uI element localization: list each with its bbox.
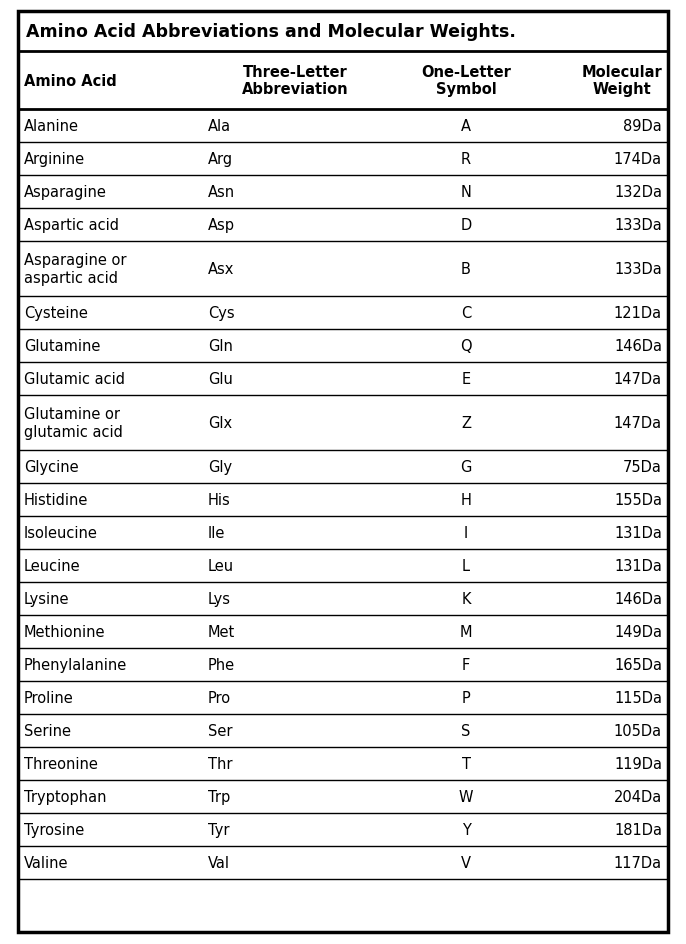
Text: Proline: Proline: [24, 690, 74, 705]
Text: S: S: [461, 723, 471, 738]
Text: 133Da: 133Da: [614, 261, 662, 277]
Text: Ser: Ser: [208, 723, 233, 738]
Text: Leu: Leu: [208, 559, 234, 573]
Text: 147Da: 147Da: [614, 415, 662, 430]
Text: 155Da: 155Da: [614, 493, 662, 508]
Text: Aspartic acid: Aspartic acid: [24, 218, 119, 233]
Text: Y: Y: [462, 822, 471, 837]
Text: 119Da: 119Da: [614, 756, 662, 771]
Text: 146Da: 146Da: [614, 591, 662, 606]
Text: Asparagine or
aspartic acid: Asparagine or aspartic acid: [24, 253, 126, 285]
Text: Glutamine or
glutamic acid: Glutamine or glutamic acid: [24, 407, 123, 439]
Text: F: F: [462, 657, 470, 672]
Text: D: D: [460, 218, 472, 233]
Text: E: E: [462, 372, 471, 387]
Text: 133Da: 133Da: [614, 218, 662, 233]
Text: 147Da: 147Da: [614, 372, 662, 387]
Text: I: I: [464, 526, 468, 540]
Text: Molecular
Weight: Molecular Weight: [581, 65, 662, 97]
Text: Serine: Serine: [24, 723, 71, 738]
Text: L: L: [462, 559, 470, 573]
Text: Tyr: Tyr: [208, 822, 230, 837]
Text: Amino Acid Abbreviations and Molecular Weights.: Amino Acid Abbreviations and Molecular W…: [26, 23, 516, 41]
Text: 75Da: 75Da: [623, 460, 662, 475]
Text: 204Da: 204Da: [614, 789, 662, 804]
Text: Three-Letter
Abbreviation: Three-Letter Abbreviation: [241, 65, 348, 97]
Text: Ala: Ala: [208, 119, 231, 134]
Text: Threonine: Threonine: [24, 756, 98, 771]
Text: Glu: Glu: [208, 372, 233, 387]
Text: Arg: Arg: [208, 152, 233, 167]
Text: Valine: Valine: [24, 855, 69, 870]
Text: A: A: [461, 119, 471, 134]
Text: Tryptophan: Tryptophan: [24, 789, 106, 804]
Text: 121Da: 121Da: [614, 306, 662, 321]
Text: W: W: [459, 789, 473, 804]
Text: 117Da: 117Da: [614, 855, 662, 870]
Text: Val: Val: [208, 855, 230, 870]
Text: B: B: [461, 261, 471, 277]
Text: Arginine: Arginine: [24, 152, 85, 167]
Text: 89Da: 89Da: [624, 119, 662, 134]
Text: Q: Q: [460, 339, 472, 354]
Text: Glycine: Glycine: [24, 460, 79, 475]
Text: G: G: [460, 460, 472, 475]
Text: Isoleucine: Isoleucine: [24, 526, 98, 540]
Text: Cys: Cys: [208, 306, 235, 321]
Text: Glx: Glx: [208, 415, 232, 430]
Text: V: V: [461, 855, 471, 870]
Text: Met: Met: [208, 624, 235, 639]
Text: R: R: [461, 152, 471, 167]
Text: Tyrosine: Tyrosine: [24, 822, 84, 837]
Text: Asx: Asx: [208, 261, 235, 277]
Text: 149Da: 149Da: [614, 624, 662, 639]
Text: 115Da: 115Da: [614, 690, 662, 705]
Text: Trp: Trp: [208, 789, 230, 804]
Text: Z: Z: [461, 415, 471, 430]
Text: 174Da: 174Da: [614, 152, 662, 167]
Text: One-Letter
Symbol: One-Letter Symbol: [421, 65, 511, 97]
Text: Pro: Pro: [208, 690, 231, 705]
Text: T: T: [462, 756, 471, 771]
Text: Asn: Asn: [208, 185, 235, 200]
Text: Phe: Phe: [208, 657, 235, 672]
Text: Asp: Asp: [208, 218, 235, 233]
Text: N: N: [460, 185, 471, 200]
Text: P: P: [462, 690, 471, 705]
Text: Histidine: Histidine: [24, 493, 88, 508]
Text: Ile: Ile: [208, 526, 226, 540]
Text: C: C: [461, 306, 471, 321]
Text: 181Da: 181Da: [614, 822, 662, 837]
Text: Asparagine: Asparagine: [24, 185, 107, 200]
Text: H: H: [460, 493, 471, 508]
Text: 105Da: 105Da: [614, 723, 662, 738]
Text: Glutamine: Glutamine: [24, 339, 100, 354]
Text: Amino Acid: Amino Acid: [24, 74, 117, 89]
Text: K: K: [461, 591, 471, 606]
Text: 131Da: 131Da: [614, 526, 662, 540]
Text: Glutamic acid: Glutamic acid: [24, 372, 125, 387]
Text: Leucine: Leucine: [24, 559, 81, 573]
Text: 131Da: 131Da: [614, 559, 662, 573]
Text: Methionine: Methionine: [24, 624, 106, 639]
Text: 146Da: 146Da: [614, 339, 662, 354]
Text: 165Da: 165Da: [614, 657, 662, 672]
Text: Gly: Gly: [208, 460, 232, 475]
Text: Gln: Gln: [208, 339, 233, 354]
Text: His: His: [208, 493, 230, 508]
Text: Phenylalanine: Phenylalanine: [24, 657, 127, 672]
Text: Lysine: Lysine: [24, 591, 69, 606]
Text: Cysteine: Cysteine: [24, 306, 88, 321]
Text: 132Da: 132Da: [614, 185, 662, 200]
Text: M: M: [460, 624, 472, 639]
Text: Lys: Lys: [208, 591, 231, 606]
Text: Thr: Thr: [208, 756, 233, 771]
Text: Alanine: Alanine: [24, 119, 79, 134]
